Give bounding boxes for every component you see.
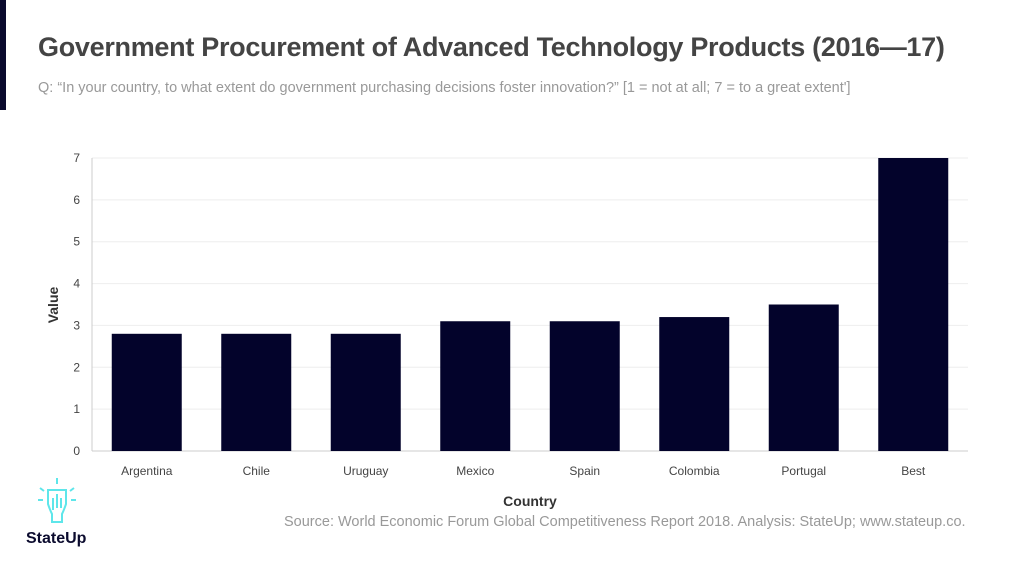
x-axis-title: Country [503,493,557,509]
y-tick-label: 4 [73,277,80,291]
bar-chile [221,333,292,451]
x-tick-label: Mexico [456,464,494,478]
y-tick-label: 6 [73,193,80,207]
chart-title: Government Procurement of Advanced Techn… [38,32,945,62]
bar-best [878,158,949,451]
x-tick-label: Uruguay [343,464,388,478]
x-tick-label: Colombia [669,464,720,478]
brand-name: StateUp [26,530,87,547]
x-tick-label: Best [901,464,926,478]
source-note: Source: World Economic Forum Global Comp… [284,514,966,530]
bar-mexico [440,321,511,451]
x-tick-label: Argentina [121,464,173,478]
y-axis-title: Value [45,287,61,324]
x-tick-label: Chile [243,464,271,478]
bar-portugal [768,304,839,451]
x-tick-label: Spain [569,464,600,478]
accent-bar [0,0,6,110]
y-tick-label: 7 [73,151,80,165]
bar-argentina [111,333,182,451]
y-tick-label: 3 [73,318,80,332]
y-tick-label: 0 [73,444,80,458]
chart-subtitle: Q: “In your country, to what extent do g… [38,80,851,96]
y-tick-label: 2 [73,360,80,374]
y-tick-label: 1 [73,402,80,416]
bar-uruguay [330,333,401,451]
y-tick-label: 5 [73,235,80,249]
bar-spain [549,321,620,451]
bar-colombia [659,317,730,451]
x-tick-label: Portugal [781,464,826,478]
